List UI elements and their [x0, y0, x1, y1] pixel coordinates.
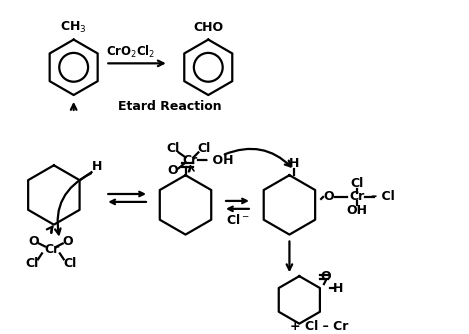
- Text: + Cl – Cr: + Cl – Cr: [290, 320, 348, 333]
- Text: Cl: Cl: [25, 257, 39, 270]
- Text: Cr: Cr: [44, 243, 60, 256]
- Text: CH$_3$: CH$_3$: [61, 20, 87, 35]
- FancyArrowPatch shape: [47, 227, 53, 233]
- Text: O: O: [321, 270, 331, 283]
- FancyArrowPatch shape: [189, 166, 194, 172]
- Text: O: O: [62, 235, 73, 248]
- Text: –: –: [340, 190, 347, 204]
- Text: Cl: Cl: [198, 142, 211, 155]
- Text: O: O: [324, 190, 334, 203]
- Text: – Cl: – Cl: [371, 190, 394, 203]
- Text: CHO: CHO: [193, 21, 223, 34]
- Text: Cl: Cl: [350, 177, 363, 190]
- Text: Cl$^-$: Cl$^-$: [226, 213, 250, 227]
- Text: H: H: [333, 282, 343, 295]
- Text: – OH: – OH: [203, 154, 234, 167]
- Text: O: O: [29, 235, 39, 248]
- Text: Cl: Cl: [166, 142, 179, 155]
- FancyArrowPatch shape: [55, 173, 91, 234]
- Text: CrO$_2$Cl$_2$: CrO$_2$Cl$_2$: [106, 43, 156, 59]
- Text: Cr: Cr: [183, 154, 198, 167]
- FancyArrowPatch shape: [225, 149, 291, 166]
- Text: H: H: [289, 157, 300, 170]
- Text: OH: OH: [346, 204, 367, 217]
- Text: H: H: [92, 160, 103, 173]
- Text: Etard Reaction: Etard Reaction: [118, 101, 222, 114]
- Text: O: O: [167, 164, 178, 177]
- Text: Cr: Cr: [349, 190, 364, 203]
- Text: Cl: Cl: [63, 257, 76, 270]
